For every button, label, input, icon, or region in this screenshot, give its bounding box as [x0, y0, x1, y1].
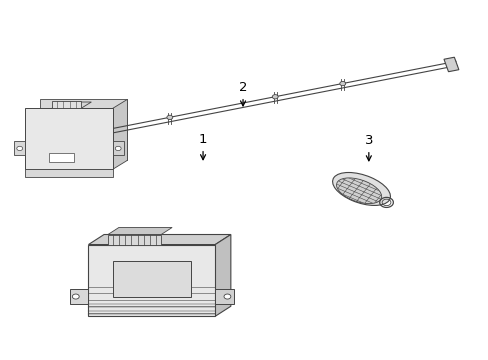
Circle shape: [72, 294, 79, 299]
Ellipse shape: [336, 178, 381, 204]
Text: 1: 1: [199, 133, 207, 160]
Polygon shape: [443, 57, 458, 72]
Circle shape: [224, 294, 230, 299]
Circle shape: [166, 115, 172, 120]
Polygon shape: [14, 140, 25, 155]
Ellipse shape: [332, 172, 389, 206]
Polygon shape: [108, 234, 161, 244]
Polygon shape: [88, 244, 215, 316]
Polygon shape: [215, 289, 233, 304]
Polygon shape: [25, 169, 113, 177]
Polygon shape: [52, 102, 91, 108]
Text: 3: 3: [364, 134, 372, 161]
Circle shape: [17, 146, 22, 150]
Circle shape: [115, 146, 121, 150]
Circle shape: [339, 81, 345, 86]
Polygon shape: [113, 99, 127, 169]
Polygon shape: [70, 289, 88, 304]
Polygon shape: [49, 153, 74, 162]
Polygon shape: [25, 108, 113, 169]
Polygon shape: [113, 140, 123, 155]
Text: 2: 2: [238, 81, 247, 106]
Polygon shape: [108, 228, 172, 234]
Polygon shape: [52, 101, 81, 108]
Circle shape: [272, 95, 278, 99]
Polygon shape: [88, 234, 230, 244]
Polygon shape: [215, 234, 230, 316]
Polygon shape: [40, 99, 127, 160]
Polygon shape: [113, 261, 190, 297]
